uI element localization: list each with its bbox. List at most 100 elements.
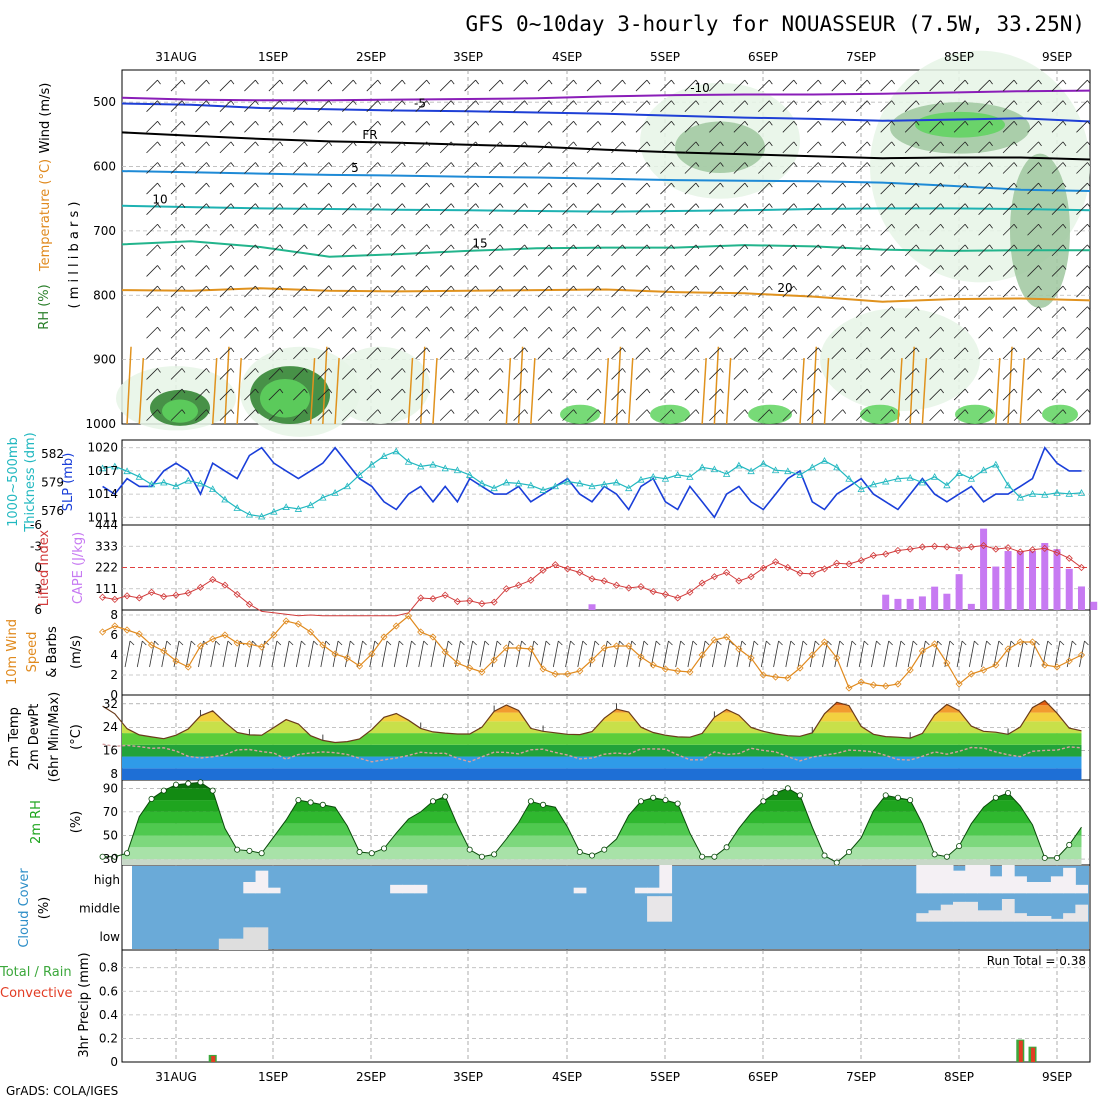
wind-barb — [157, 79, 161, 85]
wind-barb — [720, 347, 724, 353]
wind-barb — [1051, 121, 1064, 133]
wind-barb — [268, 285, 281, 298]
wind-barb — [464, 100, 476, 112]
wind-barb — [842, 409, 847, 414]
wind-barb — [401, 141, 406, 147]
wind-barb — [342, 347, 354, 360]
wind-barb — [157, 141, 161, 147]
surface-wind-barb — [839, 640, 845, 646]
wind-barb — [244, 162, 256, 174]
lifted-point — [563, 565, 572, 573]
wind-barb — [390, 79, 403, 92]
wind-barb — [573, 79, 577, 85]
wind-barb — [695, 368, 700, 373]
cloud-middle-bar — [977, 910, 991, 922]
wind-speed-point — [1065, 657, 1073, 665]
wind-barb — [475, 141, 479, 147]
thickness-point — [368, 460, 376, 468]
rh-point — [234, 846, 241, 853]
wind-barb — [244, 203, 256, 215]
thickness-point — [123, 467, 131, 475]
wind-barb — [1051, 368, 1064, 380]
rh-point — [821, 852, 828, 859]
lifted-point — [710, 573, 718, 581]
wind-barb — [488, 121, 501, 133]
surface-wind-barb — [234, 640, 241, 668]
wind-barb — [366, 306, 379, 318]
wind-barb — [488, 244, 501, 257]
wind-barb — [866, 265, 871, 270]
wind-barb — [401, 409, 406, 414]
wind-barb — [157, 347, 161, 353]
rh-shading — [650, 404, 690, 424]
wind-barb — [842, 141, 847, 147]
cloud-middle-bar — [916, 913, 930, 922]
wind-barb — [635, 162, 648, 174]
wind-barb — [978, 182, 990, 195]
wind-barb — [255, 182, 259, 188]
surface-wind-barb — [337, 640, 343, 646]
wind-barb — [940, 368, 944, 373]
thickness-point — [98, 464, 107, 472]
wind-barb — [206, 306, 210, 311]
surface-contour — [138, 358, 145, 425]
wind-barb — [793, 265, 798, 270]
lifted-point — [1041, 544, 1049, 552]
cloud-high-bar — [1001, 865, 1015, 894]
wind-barb — [475, 79, 479, 85]
cloud-high-bar — [267, 887, 281, 894]
wind-barb — [573, 285, 577, 291]
wind-barb — [328, 141, 333, 147]
wind-barb — [195, 182, 207, 195]
wind-barb — [352, 182, 357, 188]
wind-barb — [513, 306, 525, 318]
wind-barb — [1027, 223, 1039, 236]
wind-barb — [929, 162, 941, 174]
wind-barb — [1087, 347, 1091, 353]
surface-wind-barb — [729, 640, 734, 646]
isotherm-label: 15 — [472, 236, 487, 250]
wind-barb — [244, 326, 256, 339]
surface-wind-barb — [398, 640, 404, 646]
wind-barb — [450, 162, 455, 167]
rh-point — [650, 794, 657, 801]
wind-barb — [206, 182, 210, 188]
lifted-point — [845, 560, 853, 568]
wind-barb — [146, 409, 158, 421]
wind-barb — [880, 162, 892, 174]
wind-barb — [573, 347, 577, 353]
wind-barb — [157, 100, 161, 105]
wind-barb — [279, 224, 284, 229]
rh-point — [307, 799, 314, 806]
wind-barb — [635, 121, 648, 133]
wind-barb — [206, 141, 210, 147]
wind-barb — [562, 162, 574, 174]
wind-barb — [720, 244, 724, 250]
wind-barb — [622, 347, 626, 353]
wind-barb — [855, 244, 868, 257]
wind-barb — [366, 409, 379, 421]
wind-barb — [304, 79, 308, 85]
wind-barb — [279, 347, 284, 353]
wind-barb — [352, 409, 357, 414]
wind-barb — [181, 244, 186, 250]
wind-barb — [929, 223, 941, 236]
wind-barb — [646, 347, 651, 353]
wind-barb — [733, 244, 746, 257]
wind-speed-point — [331, 650, 339, 658]
wind-speed-point — [343, 654, 351, 662]
thickness-point — [478, 479, 486, 487]
wind-barb — [744, 347, 749, 353]
wind-barb — [439, 285, 452, 298]
rh-point — [760, 798, 767, 805]
wind-barb — [524, 121, 528, 126]
wind-barb — [244, 182, 256, 195]
wind-barb — [1051, 182, 1064, 195]
wind-barb — [513, 162, 525, 174]
wind-barb — [366, 203, 379, 215]
wind-barb — [597, 162, 602, 167]
wind-barb — [880, 306, 892, 318]
wind-barb — [464, 306, 476, 318]
wind-barb — [439, 100, 452, 112]
wind-barb — [377, 388, 382, 394]
